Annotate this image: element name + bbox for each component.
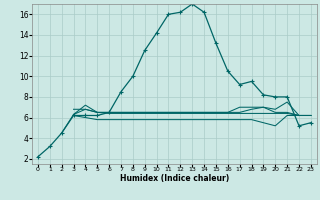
X-axis label: Humidex (Indice chaleur): Humidex (Indice chaleur) — [120, 174, 229, 183]
